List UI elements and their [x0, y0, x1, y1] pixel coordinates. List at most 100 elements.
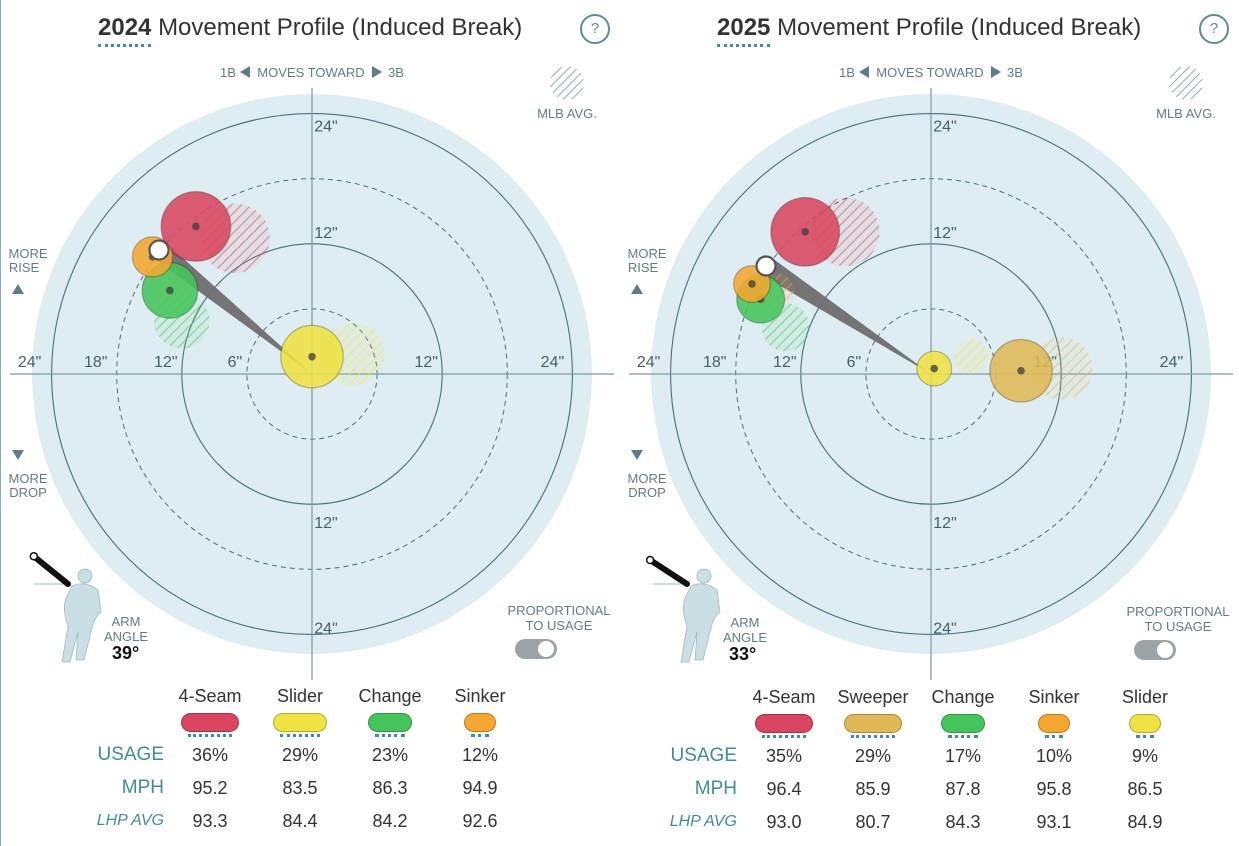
proportional-label-line: PROPORTIONAL — [507, 603, 611, 618]
up-arrow-icon — [12, 284, 24, 294]
arm-angle-label: ARM ANGLE — [96, 614, 156, 644]
ring-label: 6" — [228, 354, 243, 371]
pitch-toggle-pill[interactable] — [1038, 714, 1070, 738]
help-icon[interactable]: ? — [580, 14, 610, 44]
chart-title: 2025 Movement Profile (Induced Break) — [717, 14, 1141, 42]
ring-label: 12" — [773, 354, 796, 371]
first-base-label: 1B — [839, 65, 855, 80]
up-arrow-icon — [631, 284, 643, 294]
more-rise-label: MORE — [9, 246, 48, 261]
pitch-toggle-pill[interactable] — [273, 713, 327, 737]
arm-angle-label-line: ANGLE — [722, 630, 768, 645]
pitch-toggle-pill[interactable] — [1129, 714, 1161, 738]
proportional-usage-label: PROPORTIONAL TO USAGE — [1124, 604, 1232, 634]
release-point-marker — [755, 255, 777, 277]
mph-value: 96.4 — [766, 779, 802, 799]
proportional-usage-toggle[interactable] — [1134, 640, 1176, 660]
help-icon[interactable]: ? — [1199, 14, 1229, 44]
ring-label: 24" — [18, 354, 41, 371]
chart-title-year: 2025 — [717, 14, 771, 41]
mph-row-label: MPH — [121, 777, 164, 798]
chart-title: 2024 Movement Profile (Induced Break) — [98, 14, 522, 42]
pitch-toggle-pill[interactable] — [844, 714, 902, 738]
ring-label: 12" — [414, 354, 437, 371]
usage-value: 35% — [765, 746, 803, 766]
toggle-knob — [538, 641, 554, 657]
moves-toward-label: MOVES TOWARD — [876, 65, 983, 80]
right-arrow-icon — [372, 66, 382, 78]
proportional-usage-toggle[interactable] — [515, 639, 557, 659]
lhp-avg-value: 84.2 — [372, 811, 408, 831]
lhp-avg-value: 93.1 — [1036, 812, 1072, 832]
left-arrow-icon — [859, 66, 869, 78]
usage-row-label: USAGE — [97, 744, 164, 765]
mlb-avg-swatch — [550, 66, 584, 100]
pitch-toggle-pill[interactable] — [181, 713, 239, 737]
pitch-toggle-pill[interactable] — [368, 713, 412, 737]
usage-row-label: USAGE — [670, 745, 737, 766]
pitch-center-dot — [930, 364, 939, 373]
pitch-column: 4-Seam — [165, 684, 255, 737]
more-rise-label: MORE — [628, 246, 667, 261]
mph-value: 86.5 — [1127, 779, 1163, 799]
ring-label: 24" — [933, 119, 956, 136]
ring-label: 12" — [314, 515, 337, 532]
ring-label: 24" — [541, 354, 564, 371]
pitcher-body — [61, 583, 102, 663]
pitch-name: Slider — [276, 686, 324, 706]
chart-title-text: Movement Profile (Induced Break) — [158, 14, 523, 41]
ring-label: 24" — [314, 620, 337, 637]
pitch-center-dot — [308, 352, 316, 361]
pitcher-body — [680, 583, 721, 663]
more-rise-label: RISE — [628, 260, 659, 275]
proportional-label-line: PROPORTIONAL — [1126, 604, 1230, 619]
pitch-center-dot — [192, 222, 200, 231]
pitch-column: Slider — [1100, 685, 1190, 738]
ring-label: 12" — [933, 225, 956, 242]
pitch-toggle-pill[interactable] — [755, 714, 813, 738]
ring-label: 18" — [84, 354, 107, 371]
arm-angle-label-line: ARM — [111, 614, 141, 629]
pitch-toggle-pill[interactable] — [464, 713, 496, 737]
arm-angle-value: 33° — [729, 644, 757, 664]
pitch-center-dot — [1017, 366, 1025, 375]
mlb-avg-point-slider — [953, 339, 989, 375]
moves-toward-label: MOVES TOWARD — [257, 65, 364, 80]
mph-value: 95.2 — [192, 778, 228, 798]
pitch-column: Sweeper — [828, 685, 918, 738]
arm-angle-label: ARM ANGLE — [715, 615, 775, 645]
lhp-avg-value: 84.3 — [945, 812, 981, 832]
ring-label: 6" — [847, 354, 862, 371]
pitch-name: Sweeper — [837, 687, 909, 707]
pitch-column: Sinker — [1009, 685, 1099, 738]
arm-angle-indicator — [647, 557, 690, 587]
pitch-center-dot — [801, 228, 809, 236]
ring-label: 18" — [703, 354, 726, 371]
lhp-avg-value: 84.4 — [282, 811, 318, 831]
usage-value: 10% — [1035, 746, 1073, 766]
pitch-column: 4-Seam — [739, 685, 829, 738]
movement-chart-2024: 24" 18" 12" 6" 12" 24" 24" 12" 12" 24" 1B MOVES TOW… — [9, 65, 614, 680]
lhp-avg-value: 93.0 — [766, 812, 802, 832]
mph-value: 85.9 — [855, 779, 891, 799]
arm-angle-label-line: ARM — [730, 615, 760, 630]
ring-label: 24" — [637, 354, 660, 371]
ring-label: 12" — [154, 354, 177, 371]
usage-value: 23% — [371, 745, 409, 765]
pitch-center-dot — [748, 280, 756, 288]
lhp-avg-value: 84.9 — [1127, 812, 1163, 832]
chart-title-year: 2024 — [98, 14, 152, 41]
more-drop-label: DROP — [9, 485, 47, 500]
pitch-center-dot — [166, 286, 174, 295]
lhp-avg-value: 80.7 — [855, 812, 891, 832]
usage-value: 12% — [461, 745, 499, 765]
mlb-avg-swatch — [1169, 66, 1203, 100]
lhp-avg-value: 93.3 — [192, 811, 228, 831]
pitch-name: Change — [931, 687, 995, 707]
usage-value: 17% — [944, 746, 982, 766]
more-drop-label: DROP — [628, 485, 666, 500]
pitcher-figure-icon — [680, 568, 721, 663]
pitch-toggle-pill[interactable] — [941, 714, 985, 738]
